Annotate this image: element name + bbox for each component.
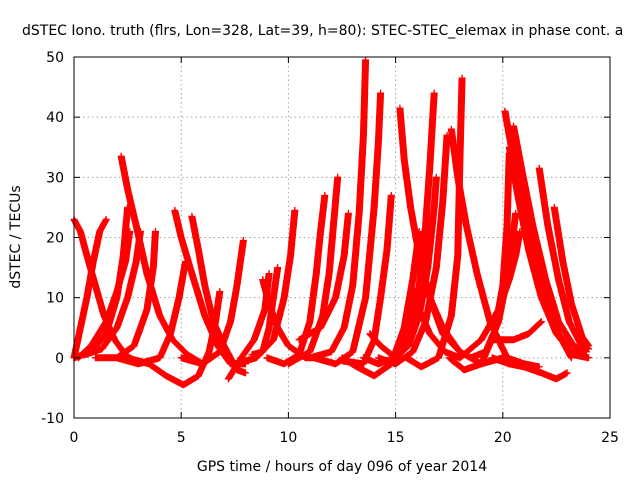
series-arc-20	[306, 56, 370, 362]
x-tick-label: 15	[387, 430, 405, 446]
y-tick-label: 20	[46, 231, 64, 247]
data-point-markers	[263, 191, 329, 368]
data-point-markers	[117, 152, 207, 368]
x-tick-label: 25	[601, 430, 619, 446]
y-tick-label: 0	[55, 351, 64, 367]
data-point-markers	[488, 354, 571, 383]
data-point-markers	[456, 228, 524, 362]
y-tick-label: 50	[46, 50, 64, 66]
x-tick-label: 0	[70, 430, 79, 446]
x-tick-label: 5	[177, 430, 186, 446]
data-marks	[70, 56, 593, 389]
series-arc-27	[374, 131, 451, 368]
series-arc-12	[177, 237, 247, 368]
chart-title: dSTEC Iono. truth (flrs, Lon=328, Lat=39…	[22, 23, 623, 39]
y-tick-label: 10	[46, 291, 64, 307]
y-tick-label: -10	[41, 411, 64, 427]
series-arc-41	[488, 354, 571, 383]
data-point-markers	[516, 173, 575, 362]
series-arc-07	[91, 228, 159, 362]
y-tick-label: 40	[46, 110, 64, 126]
axis-ticks: 0 5 10 15 20 25 -10 0 10 20 30 40 50	[41, 50, 619, 446]
data-point-markers	[374, 131, 451, 368]
data-point-markers	[295, 209, 352, 344]
series-arc-19	[295, 209, 352, 344]
data-point-markers	[306, 56, 370, 362]
x-tick-label: 20	[494, 430, 512, 446]
x-tick-label: 10	[279, 430, 297, 446]
data-point-markers	[409, 285, 464, 362]
series-arc-16	[231, 206, 299, 368]
series-arc-42	[488, 318, 545, 344]
y-tick-label: 30	[46, 170, 64, 186]
data-point-markers	[535, 164, 593, 353]
data-point-markers	[91, 228, 159, 362]
data-point-markers	[231, 206, 299, 368]
x-axis-label: GPS time / hours of day 096 of year 2014	[197, 459, 487, 475]
series-arc-17	[263, 191, 329, 368]
data-point-markers	[284, 173, 342, 368]
series-arc-39	[535, 164, 593, 353]
y-axis-label: dSTEC / TECUs	[8, 185, 24, 288]
series-arc-09	[171, 206, 249, 368]
series-arc-30	[409, 285, 464, 362]
series-arc-06	[81, 228, 144, 359]
series-arc-18	[284, 173, 342, 368]
data-point-markers	[550, 203, 593, 350]
data-point-markers	[81, 228, 144, 359]
data-point-markers	[171, 206, 249, 368]
series-arc-34	[456, 228, 524, 362]
data-point-markers	[177, 237, 247, 368]
data-point-markers	[488, 318, 545, 344]
series-arc-40	[550, 203, 593, 350]
series-arc-38	[516, 173, 575, 362]
series-arc-05	[117, 152, 207, 368]
